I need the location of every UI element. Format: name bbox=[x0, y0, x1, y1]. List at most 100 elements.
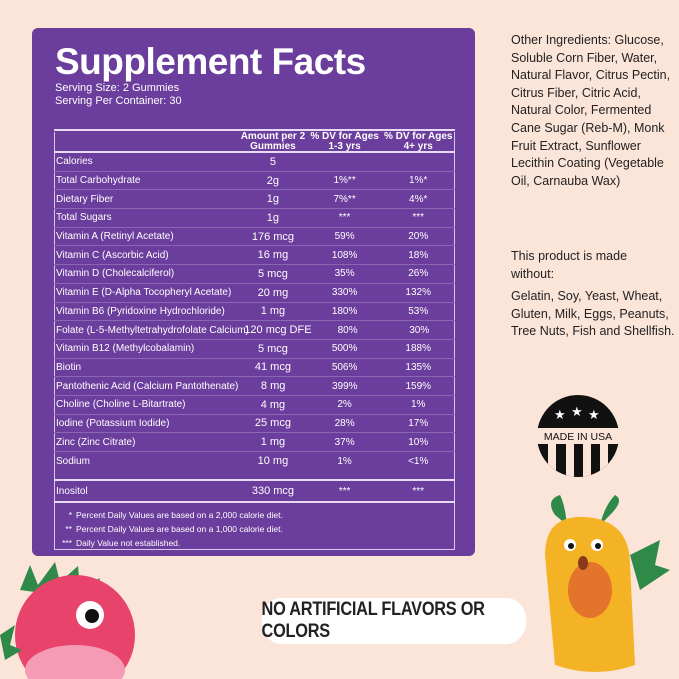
dv-ages-4-plus: 17% bbox=[408, 417, 429, 429]
dv-ages-1-3: 7%** bbox=[333, 193, 356, 205]
nutrient-name: Total Carbohydrate bbox=[56, 175, 141, 187]
pink-dinosaur-mascot bbox=[0, 562, 135, 679]
table-row: Biotin 41 mcg 506% 135% bbox=[54, 359, 455, 378]
amount: 5 mcg bbox=[257, 267, 288, 280]
table-row: Zinc (Zinc Citrate) 1 mg 37% 10% bbox=[54, 433, 455, 452]
nutrient-name: Calories bbox=[56, 156, 93, 168]
dv-ages-1-3: 500% bbox=[331, 343, 358, 355]
nutrient-name: Biotin bbox=[56, 361, 82, 373]
table-row: Vitamin C (Ascorbic Acid) 16 mg 108% 18% bbox=[54, 246, 455, 266]
dv-ages-4-plus: 1%* bbox=[409, 175, 428, 187]
amount: 2g bbox=[266, 174, 280, 187]
table-row: Vitamin D (Cholecalciferol) 5 mcg 35% 26% bbox=[54, 265, 455, 284]
dv-ages-4-plus: 1% bbox=[410, 399, 426, 411]
dv-ages-1-3: 1%** bbox=[333, 175, 356, 187]
amount: 120 mcg DFE bbox=[244, 324, 312, 337]
table-row: Total Carbohydrate 2g 1%** 1%* bbox=[54, 172, 455, 191]
amount: 8 mg bbox=[260, 380, 286, 393]
dv-ages-1-3: *** bbox=[338, 212, 351, 224]
dv-ages-1-3: 80% bbox=[337, 324, 358, 336]
dv-ages-1-3: 180% bbox=[331, 305, 358, 317]
table-border bbox=[54, 132, 455, 550]
serving-size: Serving Size: 2 Gummies bbox=[55, 82, 180, 94]
dv-ages-1-3: 108% bbox=[331, 249, 358, 261]
dv-ages-4-plus: 132% bbox=[405, 287, 431, 299]
table-header: Amount per 2 Gummies % DV for Ages 1-3 y… bbox=[54, 129, 455, 153]
table-row: Iodine (Potassium Iodide) 25 mcg 28% 17% bbox=[54, 415, 455, 434]
dv-ages-1-3: 35% bbox=[334, 268, 355, 280]
dv-ages-1-3: 37% bbox=[334, 436, 355, 448]
amount: 5 mcg bbox=[257, 342, 288, 355]
dv-ages-4-plus: 53% bbox=[408, 305, 429, 317]
table-row: Total Sugars 1g *** *** bbox=[54, 209, 455, 228]
footnotes: * Percent Daily Values are based on a 2,0… bbox=[56, 508, 283, 550]
dv-ages-4-plus: 30% bbox=[409, 324, 430, 336]
amount: 1g bbox=[266, 211, 280, 224]
nutrient-rows: Calories 5 Total Carbohydrate 2g 1%** 1%* Diet… bbox=[54, 153, 455, 471]
dv-ages-4-plus: 188% bbox=[405, 343, 431, 355]
dv-ages-1-3: 506% bbox=[331, 361, 358, 373]
footnote: ** Percent Daily Values are based on a 1,… bbox=[65, 524, 283, 534]
dv-ages-1-3: 59% bbox=[334, 231, 355, 243]
nutrient-name: Vitamin B6 (Pyridoxine Hydrochloride) bbox=[56, 305, 225, 317]
table-row: Vitamin B12 (Methylcobalamin) 5 mcg 500% 18… bbox=[54, 340, 455, 359]
nutrient-name: Sodium bbox=[56, 455, 90, 467]
amount: 1 mg bbox=[260, 436, 286, 449]
table-row: Calories 5 bbox=[54, 153, 455, 172]
table-row: Choline (Choline L-Bitartrate) 4 mg 2% 1% bbox=[54, 396, 455, 415]
footnote: *** Daily Value not established. bbox=[62, 538, 181, 548]
dv-ages-4-plus: 4%* bbox=[409, 193, 428, 205]
amount: 4 mg bbox=[260, 398, 286, 411]
dv-ages-4-plus: 135% bbox=[405, 361, 431, 373]
nutrient-name: Vitamin D (Cholecalciferol) bbox=[56, 268, 175, 280]
nutrient-name: Choline (Choline L-Bitartrate) bbox=[56, 399, 186, 411]
made-without-label: This product is made without: bbox=[511, 249, 628, 281]
dv-ages-1-3: 1% bbox=[337, 455, 352, 467]
nutrient-name: Folate (L-5-Methyltetrahydrofolate Calci… bbox=[56, 324, 249, 336]
amount: 1g bbox=[266, 193, 280, 206]
amount: 1 mg bbox=[260, 305, 286, 318]
dv-ages-1-3: 399% bbox=[331, 380, 358, 392]
amount: 16 mg bbox=[257, 249, 289, 262]
table-row-inositol: Inositol 330 mcg *** *** bbox=[54, 479, 455, 503]
header-dv-4: % DV for Ages 4+ yrs bbox=[383, 131, 453, 152]
dv-ages-4-plus: 20% bbox=[408, 231, 429, 243]
dv-ages-4-plus: 159% bbox=[405, 380, 432, 392]
table-row: Sodium 10 mg 1% <1% bbox=[54, 452, 455, 471]
yellow-monster-mascot bbox=[545, 495, 670, 672]
made-in-usa-badge: ★ ★ ★ MADE IN USA bbox=[537, 395, 619, 477]
svg-text:★: ★ bbox=[588, 408, 600, 423]
nutrient-name: Vitamin C (Ascorbic Acid) bbox=[56, 249, 169, 261]
nutrient-name: Total Sugars bbox=[56, 212, 112, 224]
nutrient-name: Vitamin B12 (Methylcobalamin) bbox=[56, 343, 195, 355]
amount: 10 mg bbox=[257, 455, 289, 468]
made-without-list: Gelatin, Soy, Yeast, Wheat, Gluten, Milk… bbox=[511, 289, 675, 339]
footnote: * Percent Daily Values are based on a 2,0… bbox=[68, 510, 283, 520]
servings-per-container: Serving Per Container: 30 bbox=[55, 95, 182, 107]
dv-ages-1-3: 2% bbox=[337, 399, 352, 411]
supplement-facts-panel: Supplement Facts Serving Size: 2 Gummies… bbox=[32, 28, 475, 556]
table-row: Dietary Fiber 1g 7%** 4%* bbox=[54, 190, 455, 210]
badge-text: MADE IN USA bbox=[544, 431, 612, 443]
nutrient-name: Vitamin A (Retinyl Acetate) bbox=[56, 231, 174, 243]
nutrient-name: Vitamin E (D-Alpha Tocopheryl Acetate) bbox=[56, 287, 232, 299]
table-row: Vitamin A (Retinyl Acetate) 176 mcg 59% 20% bbox=[54, 228, 455, 247]
table-row: Vitamin E (D-Alpha Tocopheryl Acetate) 20… bbox=[54, 284, 455, 303]
nutrient-name: Pantothenic Acid (Calcium Pantothenate) bbox=[56, 380, 239, 392]
amount: 5 bbox=[269, 155, 276, 168]
dv-ages-4-plus: 10% bbox=[408, 436, 429, 448]
dv-ages-4-plus: 18% bbox=[408, 249, 429, 261]
amount: 41 mcg bbox=[254, 361, 291, 374]
svg-text:★: ★ bbox=[554, 408, 566, 423]
amount: 176 mcg bbox=[251, 230, 295, 243]
svg-text:★: ★ bbox=[571, 405, 583, 420]
table-row: Pantothenic Acid (Calcium Pantothenate) 8… bbox=[54, 377, 455, 396]
other-ingredients: Other Ingredients: Glucose, Soluble Corn… bbox=[511, 33, 671, 188]
dv-ages-4-plus: <1% bbox=[408, 455, 429, 467]
header-amount: Amount per 2 Gummies bbox=[240, 131, 306, 152]
table-row: Folate (L-5-Methyltetrahydrofolate Calci… bbox=[54, 321, 455, 340]
nutrient-name: Dietary Fiber bbox=[56, 193, 114, 205]
panel-title: Supplement Facts bbox=[55, 41, 366, 82]
dv-ages-1-3: 330% bbox=[331, 287, 358, 299]
dv-ages-4-plus: 26% bbox=[408, 268, 429, 280]
